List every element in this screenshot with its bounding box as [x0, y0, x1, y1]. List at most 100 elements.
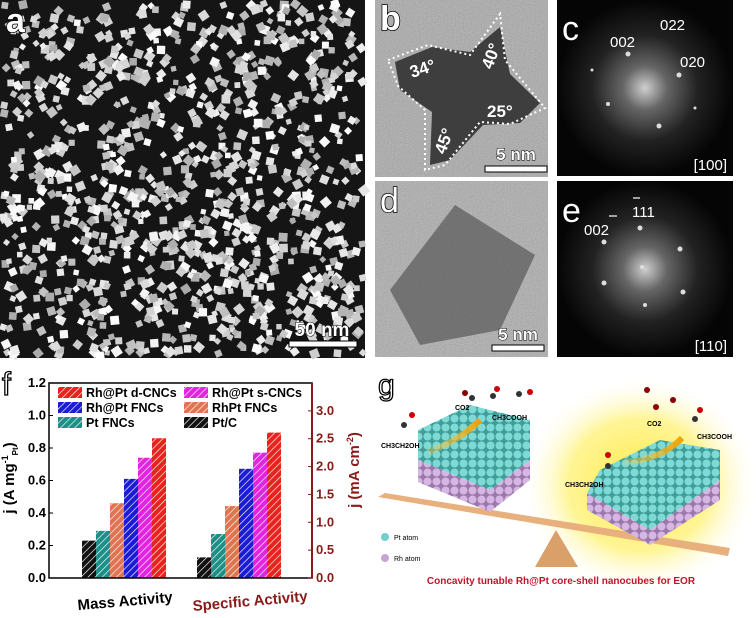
- nanocube: [156, 118, 166, 128]
- nanocube: [201, 154, 210, 164]
- nanocube: [124, 169, 132, 178]
- nanocube: [225, 152, 231, 159]
- nanocube: [318, 174, 330, 185]
- nanocube: [328, 14, 338, 24]
- nanocube: [9, 90, 18, 99]
- nanocube: [206, 294, 215, 303]
- nanocube: [82, 84, 91, 93]
- nanocube: [9, 283, 19, 293]
- nanocube-particles: [0, 0, 371, 362]
- nanocube: [325, 264, 332, 271]
- nanocube: [135, 319, 144, 328]
- nanocube: [113, 62, 125, 74]
- legend-swatch: [58, 417, 82, 428]
- nanocube: [57, 72, 65, 80]
- nanocube: [6, 258, 12, 265]
- nanocube: [68, 258, 76, 266]
- nanocube: [288, 258, 294, 265]
- nanocube: [239, 10, 250, 21]
- nanocube: [330, 72, 339, 81]
- nanocube: [22, 92, 32, 102]
- nanocube: [38, 237, 49, 248]
- nanocube: [66, 14, 76, 23]
- nanocube: [350, 311, 363, 324]
- nanocube: [188, 82, 198, 92]
- right-tick-label: 3.0: [316, 403, 334, 418]
- nanocube: [148, 293, 159, 303]
- right-tick-label: 1.0: [316, 514, 334, 529]
- nanocube: [251, 201, 263, 213]
- nanocube: [115, 234, 126, 245]
- nanocube: [86, 326, 97, 337]
- nanocube: [119, 95, 130, 106]
- nanocube: [122, 265, 131, 274]
- nanocube: [219, 1, 228, 10]
- nanocube: [87, 205, 95, 214]
- nanocube: [143, 314, 153, 324]
- nanocube: [141, 113, 150, 122]
- nanocube: [102, 151, 111, 160]
- nanocube: [96, 254, 106, 263]
- nanocube: [343, 316, 356, 328]
- nanocube: [234, 107, 243, 115]
- nanocube: [227, 288, 234, 295]
- nanocube: [134, 301, 145, 312]
- nanocube: [156, 75, 164, 83]
- nanocube: [333, 349, 342, 358]
- nanocube: [171, 154, 183, 165]
- panel-b-hrtem-image: 34° 40° 25° 45° b 5 nm: [375, 0, 548, 177]
- nanocube: [170, 65, 177, 72]
- nanocube: [132, 210, 143, 221]
- nanocube: [290, 247, 298, 255]
- nanocube: [226, 333, 234, 341]
- nanocube: [336, 85, 343, 92]
- nanocube: [9, 50, 19, 60]
- nanocube: [13, 204, 23, 214]
- nanocube: [72, 339, 84, 350]
- nanocube: [99, 12, 110, 23]
- nanocube: [52, 223, 61, 232]
- nanocube: [341, 95, 349, 103]
- nanocube: [219, 268, 230, 278]
- nanocube: [81, 225, 91, 234]
- nanocube: [139, 278, 151, 290]
- nanocube: [192, 341, 205, 354]
- nanocube: [338, 247, 349, 258]
- nanocube: [190, 43, 202, 55]
- nanocube: [255, 21, 266, 32]
- nanocube: [46, 241, 56, 251]
- nanocube: [90, 230, 100, 240]
- nanocube: [18, 0, 28, 10]
- nanocube: [213, 169, 225, 181]
- nanocube: [137, 74, 151, 87]
- nanocube: [329, 274, 342, 287]
- legend-swatch: [184, 402, 208, 413]
- nanocube: [275, 335, 283, 342]
- nanocube: [49, 13, 60, 24]
- nanocube: [143, 23, 155, 36]
- nanocube: [68, 139, 75, 146]
- nanocube: [291, 207, 302, 217]
- nanocube: [227, 213, 234, 220]
- nanocube: [185, 88, 196, 99]
- nanocube: [78, 298, 91, 311]
- nanocube: [357, 184, 371, 197]
- nanocube: [214, 349, 223, 358]
- nanocube: [210, 171, 217, 178]
- nanocube: [175, 196, 182, 203]
- nanocube: [314, 114, 323, 123]
- nanocube: [4, 324, 14, 333]
- scale-bar-b: [484, 165, 548, 173]
- nanocube: [289, 0, 301, 10]
- nanocube: [272, 186, 284, 198]
- reaction-arrow-left: [426, 417, 483, 455]
- nanocube: [100, 179, 109, 188]
- nanocube: [128, 27, 136, 35]
- nanocube: [61, 144, 70, 152]
- nanocube: [208, 237, 219, 248]
- nanocube: [187, 108, 197, 118]
- nanocube: [231, 328, 240, 337]
- nanocube: [108, 183, 118, 193]
- nanocube: [0, 323, 8, 332]
- nanocube: [33, 161, 45, 173]
